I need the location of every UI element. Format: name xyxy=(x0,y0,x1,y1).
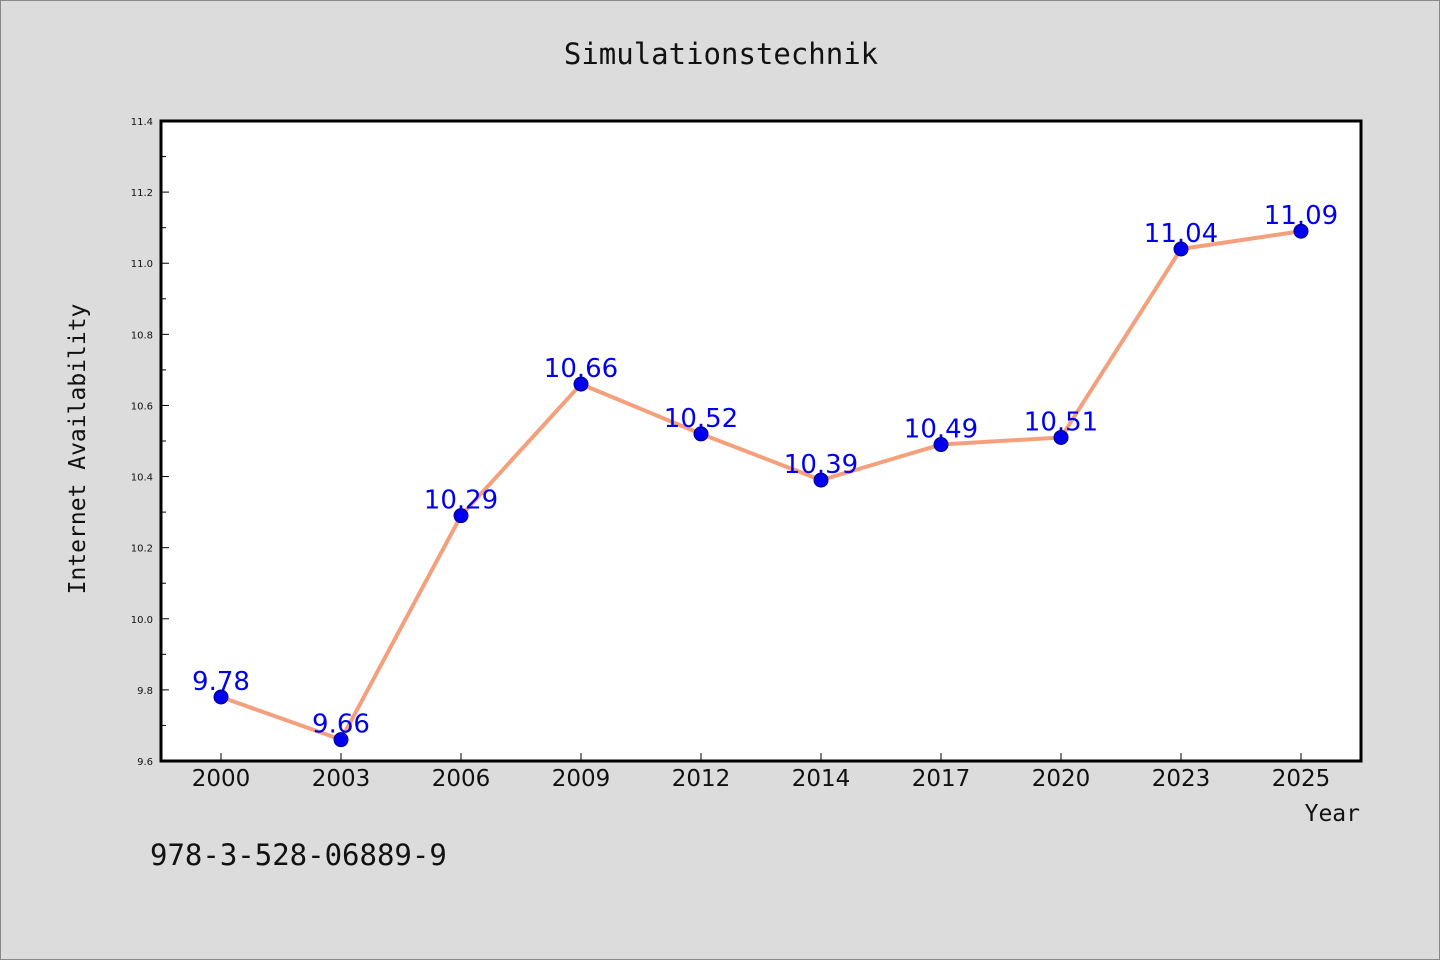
x-tick-label: 2009 xyxy=(552,766,611,792)
series-line xyxy=(219,229,1303,742)
y-tick-label: 10.2 xyxy=(131,544,153,555)
y-tick-label: 11.0 xyxy=(131,259,153,270)
x-tick-label: 2023 xyxy=(1152,766,1211,792)
plot-area xyxy=(159,119,1363,763)
data-point xyxy=(1173,241,1189,257)
y-tick-label: 11.2 xyxy=(131,188,153,199)
data-label: 9.78 xyxy=(192,667,250,697)
x-tick-label: 2025 xyxy=(1272,766,1331,792)
data-label: 11.04 xyxy=(1144,219,1218,249)
data-label: 10.52 xyxy=(664,404,738,434)
data-label: 10.49 xyxy=(904,415,978,445)
data-point xyxy=(213,689,229,705)
x-tick-label: 2020 xyxy=(1032,766,1091,792)
y-tick-label: 9.6 xyxy=(137,757,153,768)
y-axis-title: Internet Availability xyxy=(65,304,91,595)
data-point xyxy=(333,732,349,748)
data-label: 10.29 xyxy=(424,486,498,516)
x-tick-label: 2006 xyxy=(432,766,491,792)
data-point xyxy=(813,472,829,488)
data-point xyxy=(693,426,709,442)
x-tick-label: 2000 xyxy=(192,766,251,792)
y-tick-label: 9.8 xyxy=(137,686,153,697)
data-label-layer: 9.78 9.66 10.29 10.66 10.52 10.39 10.49 10.51 11… xyxy=(192,201,1338,739)
y-tick-label: 10.4 xyxy=(131,473,153,484)
data-label: 9.66 xyxy=(312,710,370,740)
y-tick-label: 11.4 xyxy=(131,117,153,128)
y-tick-label: 10.0 xyxy=(131,615,153,626)
y-tick-label: 10.6 xyxy=(131,401,153,412)
isbn-footer: 978-3-528-06889-9 xyxy=(150,838,447,872)
x-tick-label: 2003 xyxy=(312,766,371,792)
x-tick-label: 2012 xyxy=(672,766,731,792)
data-point xyxy=(1293,223,1309,239)
data-point xyxy=(453,508,469,524)
chart-title: Simulationstechnik xyxy=(564,37,879,71)
data-label: 10.66 xyxy=(544,354,618,384)
x-axis: 2000 2003 2006 2009 2012 2014 2017 2020 2023 2025 xyxy=(192,753,1331,792)
data-label: 11.09 xyxy=(1264,201,1338,231)
x-tick-label: 2014 xyxy=(792,766,851,792)
y-tick-label: 10.8 xyxy=(131,330,153,341)
data-point xyxy=(933,437,949,453)
y-axis: 9.6 9.8 10.0 10.2 10.4 10.6 10.8 11.0 11.2 11.4 xyxy=(131,117,169,768)
x-tick-label: 2017 xyxy=(912,766,971,792)
series-layer xyxy=(213,223,1309,748)
data-label: 10.39 xyxy=(784,450,858,480)
data-point xyxy=(1053,429,1069,445)
data-label: 10.51 xyxy=(1024,407,1098,437)
x-axis-title: Year xyxy=(1305,801,1360,827)
data-point xyxy=(573,376,589,392)
